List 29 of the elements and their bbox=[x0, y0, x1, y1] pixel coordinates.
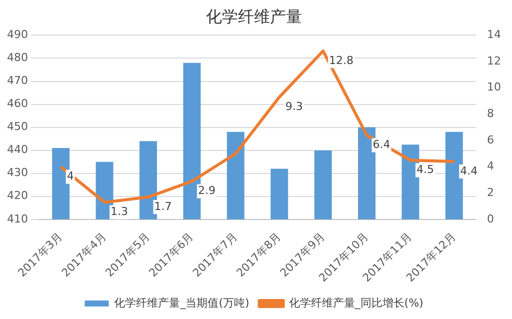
y-tick-label: 460 bbox=[6, 97, 28, 110]
y2-tick-label: 12 bbox=[487, 54, 502, 68]
y-tick-label: 420 bbox=[6, 189, 28, 202]
data-label: 1.3 bbox=[110, 205, 128, 218]
legend-label: 化学纤维产量_同比增长(%) bbox=[288, 296, 424, 310]
y-tick-label: 410 bbox=[6, 212, 28, 226]
y-tick-label: 490 bbox=[6, 28, 28, 42]
data-label: 9.3 bbox=[285, 100, 303, 113]
y2-tick-label: 4 bbox=[487, 160, 494, 173]
y-tick-label: 450 bbox=[6, 120, 28, 134]
y-tick-label: 470 bbox=[6, 74, 28, 88]
chart-title: 化学纤维产量 bbox=[206, 6, 302, 26]
y2-tick-label: 14 bbox=[487, 28, 502, 42]
legend-label: 化学纤维产量_当期值(万吨) bbox=[114, 296, 250, 310]
data-label: 2.9 bbox=[198, 184, 216, 198]
data-label: 6.4 bbox=[372, 138, 390, 152]
y-tick-label: 480 bbox=[6, 51, 28, 64]
data-label: 1.7 bbox=[154, 200, 172, 213]
data-label: 12.8 bbox=[329, 54, 354, 67]
y2-tick-label: 10 bbox=[487, 80, 502, 94]
y2-tick-label: 8 bbox=[487, 107, 494, 120]
data-label: 4.4 bbox=[460, 164, 478, 178]
y2-tick-label: 0 bbox=[487, 212, 494, 226]
y2-tick-label: 2 bbox=[487, 186, 494, 199]
y-tick-label: 430 bbox=[6, 166, 28, 180]
data-label: 4 bbox=[66, 170, 74, 183]
y-tick-label: 440 bbox=[6, 143, 28, 156]
data-label: 4.5 bbox=[416, 163, 434, 176]
y2-tick-label: 6 bbox=[487, 133, 494, 146]
